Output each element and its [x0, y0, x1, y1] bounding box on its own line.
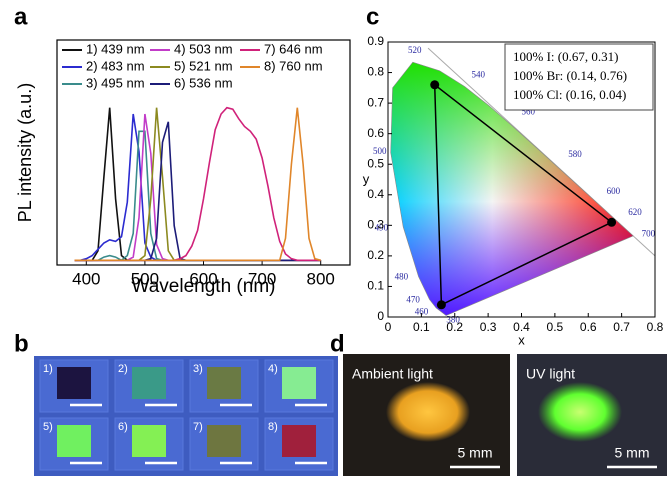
- panel-label: c: [366, 3, 379, 30]
- sample-label: 2): [118, 363, 128, 375]
- film-sample: [57, 425, 91, 457]
- legend-label: 2) 483 nm: [86, 58, 145, 73]
- y-tick-label: 0.2: [367, 248, 384, 262]
- y-axis-label: y: [363, 171, 370, 186]
- point: [607, 217, 617, 227]
- legend-label: 3) 495 nm: [86, 75, 145, 90]
- film-sample: [57, 367, 91, 399]
- annotation: 100% Cl: (0.16, 0.04): [513, 87, 626, 102]
- y-tick-label: 0.7: [367, 95, 384, 109]
- wavelength-label: 620: [628, 207, 642, 217]
- film-sample: [282, 425, 316, 457]
- wavelength-label: 580: [568, 149, 582, 159]
- sample-label: 6): [118, 421, 128, 433]
- film-sample: [207, 425, 241, 457]
- spectrum-line: [74, 107, 321, 262]
- x-tick-label: 0.5: [547, 320, 564, 334]
- legend-label: 4) 503 nm: [174, 41, 233, 56]
- x-tick-label: 0.7: [613, 320, 630, 334]
- x-axis-label: Wavelength (nm): [132, 276, 276, 297]
- sample-label: 5): [43, 421, 53, 433]
- x-tick-label: 0.1: [413, 320, 430, 334]
- y-tick-label: 0.8: [367, 65, 384, 79]
- x-tick-label: 400: [72, 269, 100, 288]
- y-tick-label: 0.4: [367, 187, 384, 201]
- annotation: 100% I: (0.67, 0.31): [513, 49, 618, 64]
- film-sample: [132, 367, 166, 399]
- film-sample: [207, 367, 241, 399]
- gamut-triangle: [433, 83, 614, 306]
- wavelength-label: 470: [406, 294, 420, 304]
- wavelength-label: 700: [642, 229, 656, 239]
- legend-label: 1) 439 nm: [86, 41, 145, 56]
- y-tick-label: 0.6: [367, 126, 384, 140]
- wavelength-label: 500: [373, 146, 387, 156]
- wavelength-label: 520: [408, 45, 422, 55]
- wavelength-label: 600: [607, 186, 621, 196]
- scale-label: 5 mm: [458, 445, 493, 461]
- panel-label: b: [14, 330, 29, 357]
- sample-label: 7): [193, 421, 203, 433]
- gamut: [390, 62, 634, 316]
- wavelength-label: 460: [415, 306, 429, 316]
- point: [430, 80, 440, 90]
- annotation-box: [504, 43, 654, 111]
- legend-label: 6) 536 nm: [174, 75, 233, 90]
- plot-frame: [56, 39, 351, 266]
- x-tick-label: 600: [189, 269, 217, 288]
- wavelength-label: 490: [375, 222, 389, 232]
- x-tick-label: 0.8: [647, 320, 664, 334]
- x-tick-label: 0.3: [480, 320, 497, 334]
- y-tick-label: 0.9: [367, 34, 384, 48]
- x-tick-label: 0: [385, 320, 392, 334]
- x-tick-label: 0.2: [446, 320, 463, 334]
- y-tick-label: 0.5: [367, 156, 384, 170]
- y-axis-label: PL intensity (a.u.): [15, 83, 35, 222]
- film-sample: [282, 367, 316, 399]
- x-axis-label: x: [518, 332, 525, 347]
- sample-label: 3): [193, 363, 203, 375]
- film-sample: [132, 425, 166, 457]
- legend-label: 5) 521 nm: [174, 58, 233, 73]
- wavelength-label: 380: [446, 315, 460, 325]
- x-tick-label: 0.4: [513, 320, 530, 334]
- powder-pile: [386, 382, 470, 442]
- y-tick-label: 0: [377, 309, 384, 323]
- gamut-edge: [390, 61, 634, 316]
- wavelength-label: 480: [395, 271, 409, 281]
- panel-label: d: [330, 330, 345, 357]
- legend-label: 7) 646 nm: [264, 41, 323, 56]
- wavelength-label: 540: [471, 70, 485, 80]
- annotation: 100% Br: (0.14, 0.76): [513, 68, 627, 83]
- photo-label: Ambient light: [352, 366, 433, 382]
- x-tick-label: 700: [248, 269, 276, 288]
- plot-frame: [387, 41, 656, 318]
- powder-pile: [538, 382, 622, 442]
- sample-label: 4): [268, 363, 278, 375]
- wavelength-label: 560: [522, 106, 536, 116]
- x-tick-label: 800: [307, 269, 335, 288]
- x-tick-label: 0.6: [580, 320, 597, 334]
- legend-label: 8) 760 nm: [264, 58, 323, 73]
- sample-label: 1): [43, 363, 53, 375]
- sample-label: 8): [268, 421, 278, 433]
- scale-label: 5 mm: [615, 445, 650, 461]
- point: [436, 300, 446, 310]
- y-tick-label: 0.1: [367, 279, 384, 293]
- y-tick-label: 0.3: [367, 218, 384, 232]
- x-tick-label: 500: [131, 269, 159, 288]
- spectrum-line: [74, 107, 321, 262]
- panel-label: a: [14, 3, 28, 30]
- photo-label: UV light: [526, 366, 575, 382]
